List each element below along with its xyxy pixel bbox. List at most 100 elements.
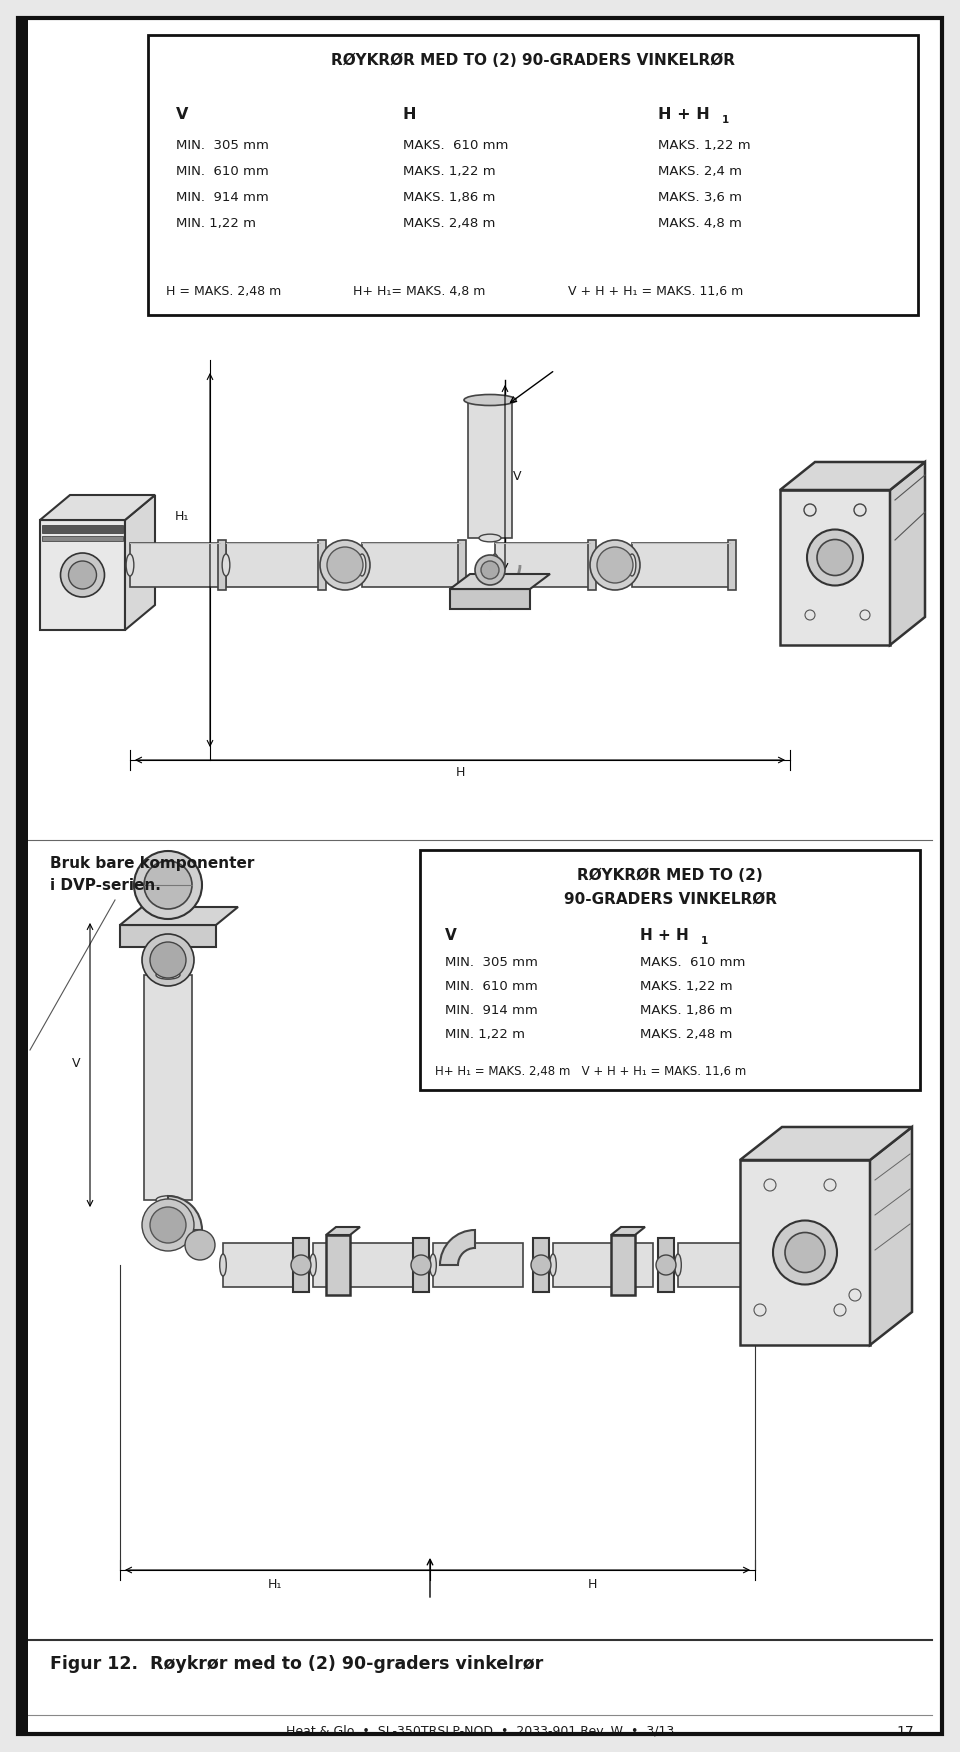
Circle shape	[142, 1198, 194, 1251]
Circle shape	[150, 943, 186, 978]
Bar	[780, 491, 890, 645]
Bar	[468, 399, 512, 538]
Polygon shape	[326, 1226, 360, 1235]
Text: Heat & Glo  •  SL-350TRSLP-NOD  •  2033-901 Rev. W  •  3/13: Heat & Glo • SL-350TRSLP-NOD • 2033-901 …	[286, 1726, 674, 1738]
Bar	[553, 1242, 653, 1288]
Ellipse shape	[628, 554, 636, 576]
Text: MIN. 1,22 m: MIN. 1,22 m	[176, 217, 256, 230]
Polygon shape	[40, 496, 155, 520]
Text: MAKS.  610 mm: MAKS. 610 mm	[403, 138, 509, 152]
Text: MAKS. 1,22 m: MAKS. 1,22 m	[403, 165, 495, 179]
Text: MIN.  305 mm: MIN. 305 mm	[445, 957, 538, 969]
Bar	[362, 543, 460, 587]
Wedge shape	[490, 564, 534, 610]
Circle shape	[320, 540, 370, 590]
Text: H₁: H₁	[175, 510, 189, 524]
Bar	[218, 540, 226, 590]
Text: MAKS. 2,4 m: MAKS. 2,4 m	[658, 165, 742, 179]
Text: Bruk bare komponenter: Bruk bare komponenter	[50, 857, 254, 871]
Text: H+ H₁= MAKS. 4,8 m: H+ H₁= MAKS. 4,8 m	[353, 286, 486, 298]
Bar	[611, 1235, 635, 1295]
Text: 1: 1	[701, 936, 708, 946]
Wedge shape	[440, 1230, 475, 1265]
Text: MAKS. 4,8 m: MAKS. 4,8 m	[658, 217, 742, 230]
Circle shape	[150, 1207, 186, 1242]
Bar	[420, 850, 920, 1090]
Text: V: V	[72, 1056, 81, 1070]
Ellipse shape	[222, 554, 229, 576]
Bar	[148, 35, 918, 315]
Bar	[130, 543, 220, 587]
Text: MIN.  305 mm: MIN. 305 mm	[176, 138, 269, 152]
Circle shape	[291, 1254, 311, 1275]
Text: 90-GRADERS VINKELRØR: 90-GRADERS VINKELRØR	[564, 892, 777, 908]
Bar	[40, 520, 125, 631]
Ellipse shape	[126, 554, 133, 576]
Bar	[293, 1239, 309, 1291]
Ellipse shape	[310, 1254, 316, 1275]
Circle shape	[817, 540, 853, 575]
Text: MAKS. 1,22 m: MAKS. 1,22 m	[658, 138, 751, 152]
Bar	[678, 1242, 778, 1288]
Ellipse shape	[430, 1254, 436, 1275]
Text: 1: 1	[722, 116, 730, 124]
Ellipse shape	[156, 971, 180, 979]
Text: MAKS. 1,86 m: MAKS. 1,86 m	[640, 1004, 732, 1016]
Ellipse shape	[464, 394, 516, 405]
Polygon shape	[611, 1226, 645, 1235]
Polygon shape	[450, 575, 550, 589]
Text: H: H	[403, 107, 417, 123]
Polygon shape	[125, 496, 155, 631]
Circle shape	[785, 1232, 825, 1272]
Bar	[533, 1239, 549, 1291]
Bar	[18, 18, 28, 1734]
Bar	[42, 536, 123, 541]
Circle shape	[144, 860, 192, 909]
Polygon shape	[780, 463, 925, 491]
Bar	[318, 540, 326, 590]
Text: H: H	[588, 1579, 597, 1591]
Text: H: H	[455, 766, 465, 780]
Text: V: V	[513, 470, 521, 482]
Ellipse shape	[675, 1254, 682, 1275]
Circle shape	[411, 1254, 431, 1275]
Bar	[313, 1242, 413, 1288]
Circle shape	[773, 1221, 837, 1284]
Bar	[740, 1160, 870, 1346]
Bar	[728, 540, 736, 590]
Text: Figur 12.  Røykrør med to (2) 90-graders vinkelrør: Figur 12. Røykrør med to (2) 90-graders …	[50, 1656, 543, 1673]
Circle shape	[475, 555, 505, 585]
Bar	[223, 1242, 293, 1288]
Text: H₁: H₁	[268, 1579, 282, 1591]
Bar	[588, 540, 596, 590]
Circle shape	[142, 934, 194, 986]
Circle shape	[656, 1254, 676, 1275]
Circle shape	[807, 529, 863, 585]
Circle shape	[68, 561, 97, 589]
Text: H + H: H + H	[640, 929, 688, 943]
Polygon shape	[870, 1127, 912, 1346]
Text: MAKS. 1,86 m: MAKS. 1,86 m	[403, 191, 495, 203]
Bar	[450, 589, 530, 610]
Circle shape	[60, 554, 105, 597]
Bar	[632, 543, 730, 587]
Bar	[144, 976, 192, 1200]
Text: V + H + H₁ = MAKS. 11,6 m: V + H + H₁ = MAKS. 11,6 m	[568, 286, 743, 298]
Text: RØYKRØR MED TO (2) 90-GRADERS VINKELRØR: RØYKRØR MED TO (2) 90-GRADERS VINKELRØR	[331, 53, 735, 68]
Text: MAKS.  610 mm: MAKS. 610 mm	[640, 957, 745, 969]
Polygon shape	[740, 1127, 912, 1160]
Text: H+ H₁ = MAKS. 2,48 m   V + H + H₁ = MAKS. 11,6 m: H+ H₁ = MAKS. 2,48 m V + H + H₁ = MAKS. …	[435, 1065, 746, 1077]
Bar	[495, 543, 590, 587]
Text: MIN. 1,22 m: MIN. 1,22 m	[445, 1028, 525, 1041]
Text: H = MAKS. 2,48 m: H = MAKS. 2,48 m	[166, 286, 281, 298]
Ellipse shape	[550, 1254, 556, 1275]
Circle shape	[590, 540, 640, 590]
Circle shape	[481, 561, 499, 578]
Bar	[326, 1235, 350, 1295]
Text: MAKS. 2,48 m: MAKS. 2,48 m	[403, 217, 495, 230]
Polygon shape	[890, 463, 925, 645]
Ellipse shape	[492, 554, 499, 576]
Ellipse shape	[220, 1254, 227, 1275]
Text: V: V	[176, 107, 188, 123]
Text: MAKS. 3,6 m: MAKS. 3,6 m	[658, 191, 742, 203]
